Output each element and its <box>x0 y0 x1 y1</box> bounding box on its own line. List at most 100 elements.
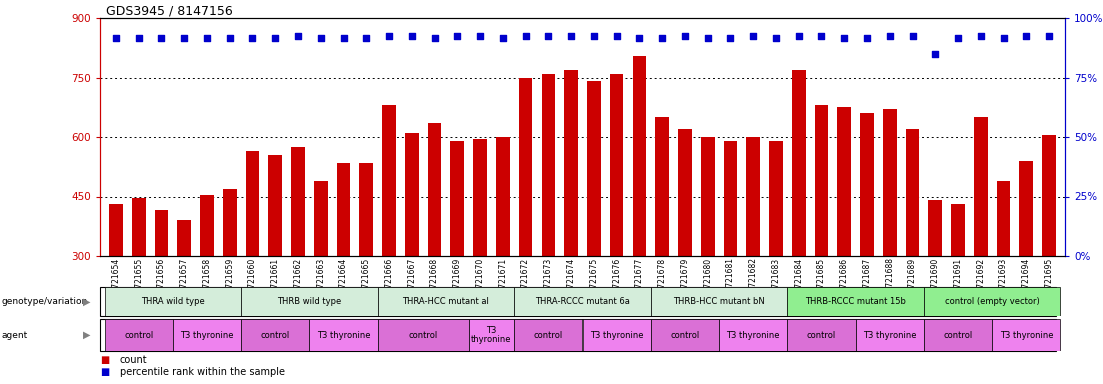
Bar <box>700 137 715 256</box>
Point <box>995 35 1013 41</box>
Text: control: control <box>260 331 290 339</box>
Bar <box>242 287 377 316</box>
Text: THRB-HCC mutant bN: THRB-HCC mutant bN <box>673 297 765 306</box>
Text: THRB wild type: THRB wild type <box>277 297 342 306</box>
Bar <box>655 117 670 256</box>
Point <box>175 35 193 41</box>
Point <box>903 33 921 39</box>
Point <box>244 35 261 41</box>
Text: T3 thyronine: T3 thyronine <box>590 331 643 339</box>
Bar <box>582 319 651 351</box>
Bar <box>678 129 692 256</box>
Bar <box>450 141 464 256</box>
Text: THRA wild type: THRA wild type <box>141 297 205 306</box>
Point <box>1017 33 1035 39</box>
Point <box>449 33 467 39</box>
Point <box>152 35 170 41</box>
Text: control: control <box>124 331 153 339</box>
Text: control: control <box>408 331 438 339</box>
Bar <box>837 107 852 256</box>
Point <box>563 33 580 39</box>
Text: count: count <box>120 355 148 365</box>
Bar <box>173 319 242 351</box>
Text: percentile rank within the sample: percentile rank within the sample <box>120 367 285 377</box>
Bar <box>565 70 578 256</box>
Text: THRA-HCC mutant al: THRA-HCC mutant al <box>403 297 490 306</box>
Point <box>426 35 443 41</box>
Bar <box>542 73 555 256</box>
Bar <box>469 319 514 351</box>
Text: ▶: ▶ <box>83 330 90 340</box>
Bar <box>109 204 122 256</box>
Bar <box>974 117 987 256</box>
Bar <box>360 163 373 256</box>
Text: T3
thyronine: T3 thyronine <box>471 326 512 344</box>
Point <box>289 33 307 39</box>
Point <box>199 35 216 41</box>
Point <box>517 33 535 39</box>
Bar <box>997 180 1010 256</box>
Bar <box>951 204 965 256</box>
Bar <box>428 123 441 256</box>
Bar <box>587 81 601 256</box>
Text: GDS3945 / 8147156: GDS3945 / 8147156 <box>106 5 233 18</box>
Point <box>767 35 784 41</box>
Point <box>357 35 375 41</box>
Bar <box>514 287 651 316</box>
Text: THRA-RCCC mutant 6a: THRA-RCCC mutant 6a <box>535 297 630 306</box>
Bar <box>405 133 419 256</box>
Bar <box>268 155 282 256</box>
Bar <box>747 137 760 256</box>
Point <box>881 33 899 39</box>
Bar <box>856 319 924 351</box>
Bar <box>860 113 874 256</box>
Point <box>381 33 398 39</box>
Point <box>790 33 807 39</box>
Bar <box>610 73 623 256</box>
Bar <box>788 287 924 316</box>
Bar <box>651 319 719 351</box>
Bar <box>1042 135 1056 256</box>
Text: agent: agent <box>1 331 28 339</box>
Bar <box>154 210 169 256</box>
Bar <box>1019 161 1034 256</box>
Point <box>334 35 352 41</box>
Point <box>972 33 989 39</box>
Bar <box>719 319 788 351</box>
Bar <box>309 319 377 351</box>
Point <box>130 35 148 41</box>
Bar <box>924 319 993 351</box>
Text: genotype/variation: genotype/variation <box>1 297 87 306</box>
Text: T3 thyronine: T3 thyronine <box>863 331 917 339</box>
Point <box>950 35 967 41</box>
Bar <box>473 139 486 256</box>
Bar <box>246 151 259 256</box>
Point <box>927 51 944 57</box>
Bar <box>242 319 309 351</box>
Bar <box>105 319 173 351</box>
Point <box>721 35 739 41</box>
Text: ■: ■ <box>100 355 109 365</box>
Text: control: control <box>807 331 836 339</box>
Text: control: control <box>671 331 699 339</box>
Point <box>312 35 330 41</box>
Point <box>585 33 602 39</box>
Bar <box>200 195 214 256</box>
Bar <box>377 287 514 316</box>
Bar <box>178 220 191 256</box>
Point <box>221 35 238 41</box>
Text: THRB-RCCC mutant 15b: THRB-RCCC mutant 15b <box>805 297 906 306</box>
Bar <box>314 180 328 256</box>
Point <box>813 33 831 39</box>
Point <box>699 35 717 41</box>
Point <box>494 35 512 41</box>
Text: ▶: ▶ <box>83 296 90 306</box>
Point <box>676 33 694 39</box>
Bar <box>105 287 242 316</box>
Text: ■: ■ <box>100 367 109 377</box>
Bar <box>788 319 856 351</box>
Point <box>471 33 489 39</box>
Bar <box>514 319 582 351</box>
Text: T3 thyronine: T3 thyronine <box>999 331 1053 339</box>
Bar <box>815 105 828 256</box>
